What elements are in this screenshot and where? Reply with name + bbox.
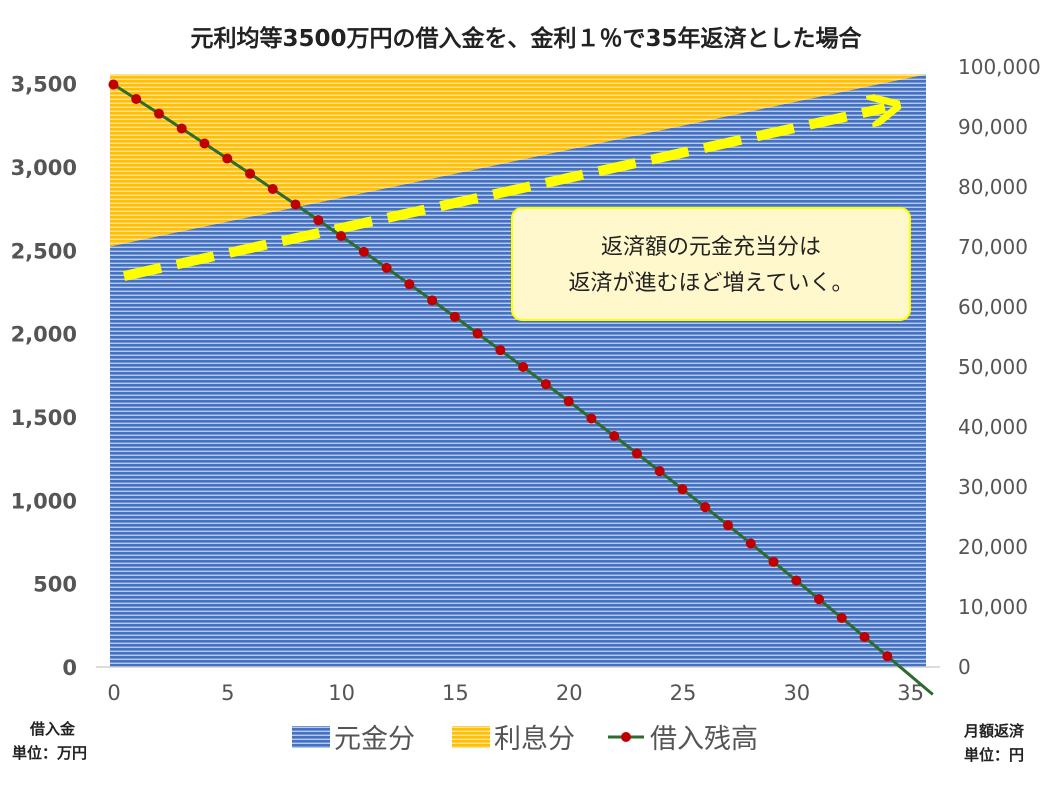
right-tick-label: 50,000 <box>958 355 1028 379</box>
legend-marker-balance <box>621 732 631 742</box>
balance-point <box>404 279 415 290</box>
balance-point <box>836 613 847 623</box>
x-tick-label: 20 <box>556 681 583 705</box>
right-tick-label: 80,000 <box>958 175 1028 199</box>
annotation-box: 返済額の元金充当分は 返済が進むほど増えていく。 <box>511 207 911 321</box>
x-tick-label: 10 <box>328 681 355 705</box>
left-tick-label: 1,000 <box>11 489 77 513</box>
balance-point <box>563 396 574 407</box>
left-tick-label: 3,500 <box>11 73 77 97</box>
left-tick-label: 0 <box>62 656 77 680</box>
right-tick-label: 40,000 <box>958 415 1028 439</box>
right-tick-label: 20,000 <box>958 535 1028 559</box>
balance-point <box>358 246 369 257</box>
annotation-line-2: 返済が進むほど増えていく。 <box>569 271 854 296</box>
balance-point <box>700 502 711 513</box>
balance-point <box>222 153 233 164</box>
balance-point <box>609 431 620 441</box>
left-tick-label: 3,000 <box>11 156 77 180</box>
balance-point <box>290 199 301 210</box>
annotation-line-1: 返済額の元金充当分は <box>601 235 821 260</box>
right-tick-label: 0 <box>958 655 971 679</box>
balance-point <box>245 168 256 179</box>
x-tick-label: 5 <box>221 681 234 705</box>
balance-point <box>518 362 529 372</box>
right-tick-label: 30,000 <box>958 475 1028 499</box>
right-tick-label: 70,000 <box>958 235 1028 259</box>
balance-point <box>677 484 688 495</box>
x-tick-label: 15 <box>442 681 469 705</box>
left-axis-label-line2: 単位：万円 <box>12 744 87 762</box>
right-tick-label: 100,000 <box>958 55 1041 79</box>
balance-point <box>131 94 142 104</box>
balance-point <box>654 466 665 477</box>
balance-point <box>768 556 779 567</box>
balance-point <box>449 311 460 322</box>
area-interest <box>110 74 926 247</box>
right-tick-label: 90,000 <box>958 115 1028 139</box>
x-tick-label: 0 <box>107 681 120 705</box>
balance-point <box>540 379 551 390</box>
x-tick-label: 30 <box>783 681 810 705</box>
legend: 元金分 利息分 借入残高 <box>292 724 758 755</box>
right-axis-ticks: 0 10,000 20,000 30,000 40,000 50,000 60,000 70,… <box>958 55 1041 679</box>
chart-title: 元利均等3500万円の借入金を、金利１％で35年返済とした場合 <box>190 25 862 52</box>
balance-point <box>153 108 164 119</box>
left-axis-ticks: 0 500 1,000 1,500 2,000 2,500 3,000 3,500 <box>11 73 77 680</box>
balance-point <box>381 262 392 273</box>
right-tick-label: 60,000 <box>958 295 1028 319</box>
right-axis-label-line2: 単位：円 <box>964 746 1024 764</box>
balance-point <box>745 538 756 549</box>
balance-point <box>313 215 324 226</box>
balance-point <box>427 295 438 306</box>
balance-point <box>267 184 278 194</box>
balance-point <box>495 345 506 356</box>
x-tick-label: 25 <box>670 681 697 705</box>
right-tick-label: 10,000 <box>958 595 1028 619</box>
left-axis-label-line1: 借入金 <box>29 720 76 738</box>
balance-point <box>586 413 597 424</box>
legend-label-principal: 元金分 <box>334 724 415 755</box>
left-tick-label: 2,000 <box>11 323 77 347</box>
left-tick-label: 2,500 <box>11 239 77 263</box>
left-tick-label: 1,500 <box>11 406 77 430</box>
balance-point <box>859 632 870 642</box>
x-axis-ticks: 0 5 10 15 20 25 30 35 <box>107 681 924 705</box>
balance-point <box>722 520 733 531</box>
legend-label-balance: 借入残高 <box>650 724 758 755</box>
balance-point <box>814 594 825 605</box>
left-tick-label: 500 <box>33 573 77 597</box>
balance-point <box>336 231 347 241</box>
right-axis-label-line1: 月額返済 <box>963 722 1025 740</box>
balance-point <box>199 138 210 149</box>
balance-point <box>882 651 893 662</box>
balance-point <box>472 328 483 339</box>
legend-label-interest: 利息分 <box>494 724 575 755</box>
trend-arrow <box>122 108 885 281</box>
balance-point <box>631 448 642 459</box>
legend-swatch-principal <box>292 726 330 748</box>
balance-point <box>791 575 802 586</box>
balance-point <box>108 79 119 90</box>
legend-swatch-interest <box>452 726 490 748</box>
balance-point <box>176 123 187 134</box>
